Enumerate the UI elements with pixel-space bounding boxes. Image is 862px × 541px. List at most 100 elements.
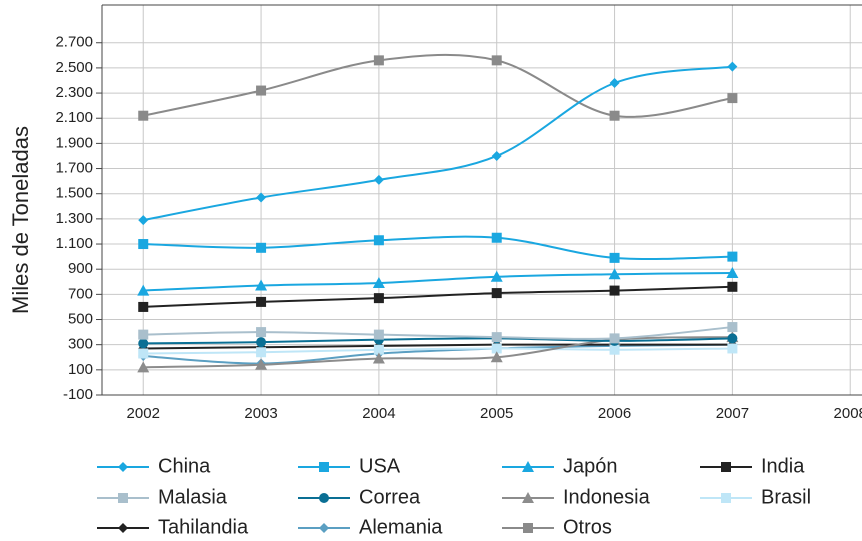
marker <box>118 462 128 472</box>
marker <box>372 277 385 289</box>
legend-label: India <box>761 455 805 477</box>
marker <box>373 55 384 66</box>
y-tick-label: 1.300 <box>55 210 93 227</box>
marker <box>319 523 329 533</box>
marker <box>727 322 738 333</box>
series-line <box>143 347 733 355</box>
series-line <box>143 65 733 222</box>
marker <box>256 337 267 348</box>
marker <box>491 55 502 66</box>
legend-item: Malasia <box>97 486 228 508</box>
legend-label: Tahilandia <box>158 516 249 538</box>
legend-item: Japón <box>502 455 618 477</box>
legend-label: China <box>158 455 211 477</box>
legend-item: Correa <box>298 486 421 508</box>
legend-item: USA <box>298 455 401 477</box>
legend-item: Otros <box>502 516 612 538</box>
marker <box>608 268 621 280</box>
marker <box>256 296 267 307</box>
legend-item: Tahilandia <box>97 516 249 538</box>
marker <box>373 329 384 340</box>
y-tick-label: 500 <box>68 310 93 327</box>
legend-label: Brasil <box>761 486 811 508</box>
x-tick-label: 2002 <box>127 405 160 422</box>
marker <box>727 333 738 344</box>
y-tick-label: 2.300 <box>55 84 93 101</box>
marker <box>256 192 267 203</box>
marker <box>319 493 329 503</box>
series-line <box>143 53 733 118</box>
y-tick-label: -100 <box>63 386 93 403</box>
marker <box>138 110 149 121</box>
marker <box>118 523 128 533</box>
marker <box>118 493 128 503</box>
y-tick-label: 700 <box>68 285 93 302</box>
y-tick-label: 1.100 <box>55 235 93 252</box>
legend-item: India <box>700 455 805 477</box>
marker <box>609 252 620 263</box>
marker <box>609 78 620 88</box>
marker <box>138 215 149 226</box>
marker <box>609 110 620 121</box>
marker <box>491 288 502 299</box>
marker <box>727 61 738 72</box>
marker <box>373 344 384 355</box>
legend-label: Japón <box>563 455 618 477</box>
marker <box>137 361 150 373</box>
marker <box>727 251 738 262</box>
marker <box>256 85 267 96</box>
marker <box>609 344 620 355</box>
marker <box>522 461 534 472</box>
series-line <box>143 336 733 369</box>
legend-label: Indonesia <box>563 486 651 508</box>
series-line <box>143 285 733 308</box>
series-line <box>143 343 733 365</box>
series-line <box>143 343 733 350</box>
legend-label: Malasia <box>158 486 228 508</box>
y-tick-label: 2.500 <box>55 59 93 76</box>
marker <box>523 523 533 533</box>
marker <box>727 281 738 292</box>
marker <box>522 492 534 503</box>
marker <box>138 348 149 359</box>
x-tick-label: 2005 <box>480 405 513 422</box>
y-axis-label: Miles de Toneladas <box>8 126 33 314</box>
legend-label: Correa <box>359 486 421 508</box>
series-line <box>143 337 733 345</box>
marker <box>609 333 620 344</box>
marker <box>372 352 385 364</box>
marker <box>138 338 149 349</box>
legend-label: Otros <box>563 516 612 538</box>
marker <box>138 301 149 312</box>
marker <box>727 93 738 104</box>
y-tick-label: 1.500 <box>55 185 93 202</box>
y-tick-label: 100 <box>68 361 93 378</box>
y-tick-label: 900 <box>68 260 93 277</box>
x-tick-label: 2006 <box>598 405 631 422</box>
legend-item: Brasil <box>700 486 811 508</box>
y-tick-label: 1.900 <box>55 134 93 151</box>
y-tick-label: 300 <box>68 336 93 353</box>
marker <box>256 347 267 358</box>
y-tick-label: 1.700 <box>55 160 93 177</box>
marker <box>727 343 738 354</box>
marker <box>138 329 149 340</box>
marker <box>726 266 739 278</box>
legend-item: Indonesia <box>502 486 651 508</box>
marker <box>256 242 267 253</box>
marker <box>373 235 384 246</box>
marker <box>721 493 731 503</box>
series-line <box>143 235 733 261</box>
legend-label: Alemania <box>359 516 443 538</box>
marker <box>373 174 384 185</box>
x-tick-label: 2007 <box>716 405 749 422</box>
marker <box>721 462 731 472</box>
marker <box>138 239 149 250</box>
legend-item: Alemania <box>298 516 443 538</box>
x-tick-label: 2004 <box>362 405 395 422</box>
y-tick-label: 2.100 <box>55 109 93 126</box>
marker <box>255 358 268 370</box>
marker <box>609 285 620 296</box>
